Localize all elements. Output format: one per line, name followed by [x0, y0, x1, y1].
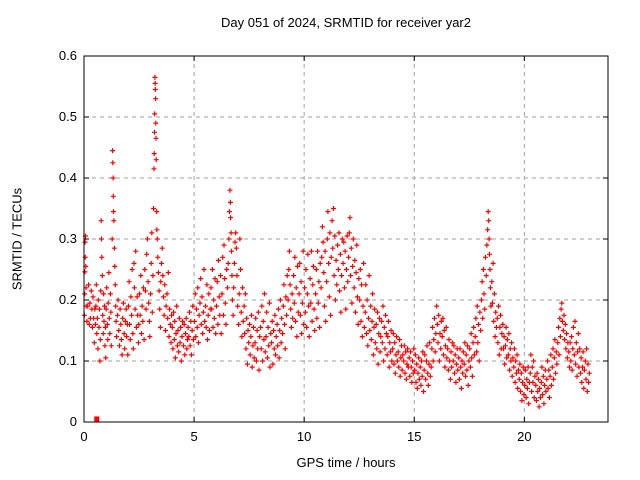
- y-tick-label: 0: [70, 414, 77, 429]
- x-tick-label: 5: [190, 429, 197, 444]
- x-axis-label: GPS time / hours: [296, 455, 396, 470]
- x-tick-label: 10: [297, 429, 311, 444]
- x-tick-label: 0: [80, 429, 87, 444]
- x-tick-label: 15: [407, 429, 421, 444]
- data-points-srmtid: [81, 74, 592, 410]
- y-tick-label: 0.1: [59, 353, 77, 368]
- y-tick-label: 0.4: [59, 170, 77, 185]
- y-tick-label: 0.3: [59, 231, 77, 246]
- x-tick-label: 20: [517, 429, 531, 444]
- chart-title: Day 051 of 2024, SRMTID for receiver yar…: [221, 15, 471, 30]
- y-tick-label: 0.2: [59, 292, 77, 307]
- data-point-flagged-point: [94, 416, 100, 422]
- y-tick-label: 0.6: [59, 48, 77, 63]
- y-tick-label: 0.5: [59, 109, 77, 124]
